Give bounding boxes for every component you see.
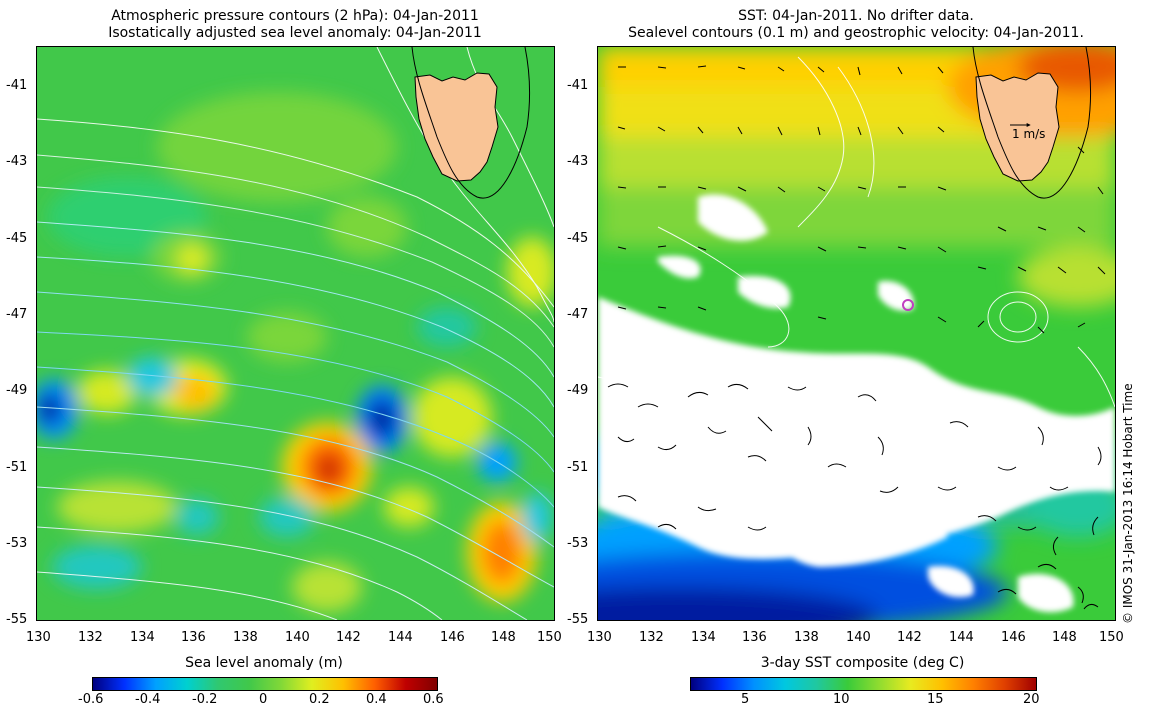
lon-tick: 138 — [233, 630, 258, 645]
lon-tick: 146 — [440, 630, 465, 645]
sla-colorbar — [92, 677, 438, 691]
lon-tick: 150 — [1099, 630, 1124, 645]
lat-tick: -41 — [6, 78, 28, 93]
lat-tick: -55 — [6, 612, 28, 627]
left-map-title: Atmospheric pressure contours (2 hPa): 0… — [36, 8, 554, 42]
lon-tick: 146 — [1001, 630, 1026, 645]
left-title-line2: Isostatically adjusted sea level anomaly… — [108, 25, 482, 41]
lon-tick: 136 — [742, 630, 767, 645]
lat-tick: -47 — [6, 307, 28, 322]
lat-tick: -49 — [6, 383, 28, 398]
sst-colorbar-label: 3-day SST composite (deg C) — [760, 655, 965, 671]
lon-tick: 148 — [491, 630, 516, 645]
lat-tick: -47 — [567, 307, 589, 322]
lon-tick: 132 — [78, 630, 103, 645]
lon-tick: 140 — [846, 630, 871, 645]
lon-tick: 138 — [794, 630, 819, 645]
lon-tick: 150 — [537, 630, 562, 645]
sla-tick: -0.4 — [135, 692, 161, 707]
lat-tick: -53 — [6, 536, 28, 551]
lat-tick: -45 — [6, 231, 28, 246]
sla-tick: 0 — [259, 692, 268, 707]
sla-tick: -0.2 — [192, 692, 218, 707]
lat-tick: -53 — [567, 536, 589, 551]
lat-tick: -45 — [567, 231, 589, 246]
lat-tick: -41 — [567, 78, 589, 93]
lon-tick: 144 — [388, 630, 413, 645]
lon-tick: 130 — [26, 630, 51, 645]
velocity-scale-label: 1 m/s — [1012, 127, 1046, 141]
left-title-line1: Atmospheric pressure contours (2 hPa): 0… — [111, 8, 479, 24]
lon-tick: 140 — [285, 630, 310, 645]
lon-tick: 142 — [897, 630, 922, 645]
credit-text: © IMOS 31-Jan-2013 16:14 Hobart Time — [1121, 383, 1135, 624]
lat-tick: -55 — [567, 612, 589, 627]
lon-tick: 132 — [639, 630, 664, 645]
sst-map: 1 m/s — [597, 46, 1116, 621]
lat-tick: -43 — [567, 154, 589, 169]
lon-tick: 142 — [336, 630, 361, 645]
right-title-line1: SST: 04-Jan-2011. No drifter data. — [738, 8, 974, 24]
lon-tick: 144 — [949, 630, 974, 645]
sst-tick: 20 — [1023, 692, 1040, 707]
sst-tick: 15 — [927, 692, 944, 707]
sla-colorbar-label: Sea level anomaly (m) — [185, 655, 343, 671]
lon-tick: 148 — [1052, 630, 1077, 645]
right-title-line2: Sealevel contours (0.1 m) and geostrophi… — [628, 25, 1084, 41]
sla-tick: 0.4 — [366, 692, 387, 707]
lat-tick: -51 — [567, 460, 589, 475]
sla-tick: -0.6 — [78, 692, 104, 707]
lon-tick: 134 — [130, 630, 155, 645]
lat-tick: -51 — [6, 460, 28, 475]
lat-tick: -43 — [6, 154, 28, 169]
lon-tick: 130 — [587, 630, 612, 645]
sst-colorbar — [690, 677, 1037, 691]
sla-tick: 0.6 — [423, 692, 444, 707]
sst-tick: 5 — [741, 692, 750, 707]
sla-tick: 0.2 — [309, 692, 330, 707]
right-map-title: SST: 04-Jan-2011. No drifter data. Seale… — [597, 8, 1115, 42]
sea-level-anomaly-map — [36, 46, 555, 621]
lon-tick: 136 — [181, 630, 206, 645]
lon-tick: 134 — [691, 630, 716, 645]
sst-tick: 10 — [833, 692, 850, 707]
lat-tick: -49 — [567, 383, 589, 398]
